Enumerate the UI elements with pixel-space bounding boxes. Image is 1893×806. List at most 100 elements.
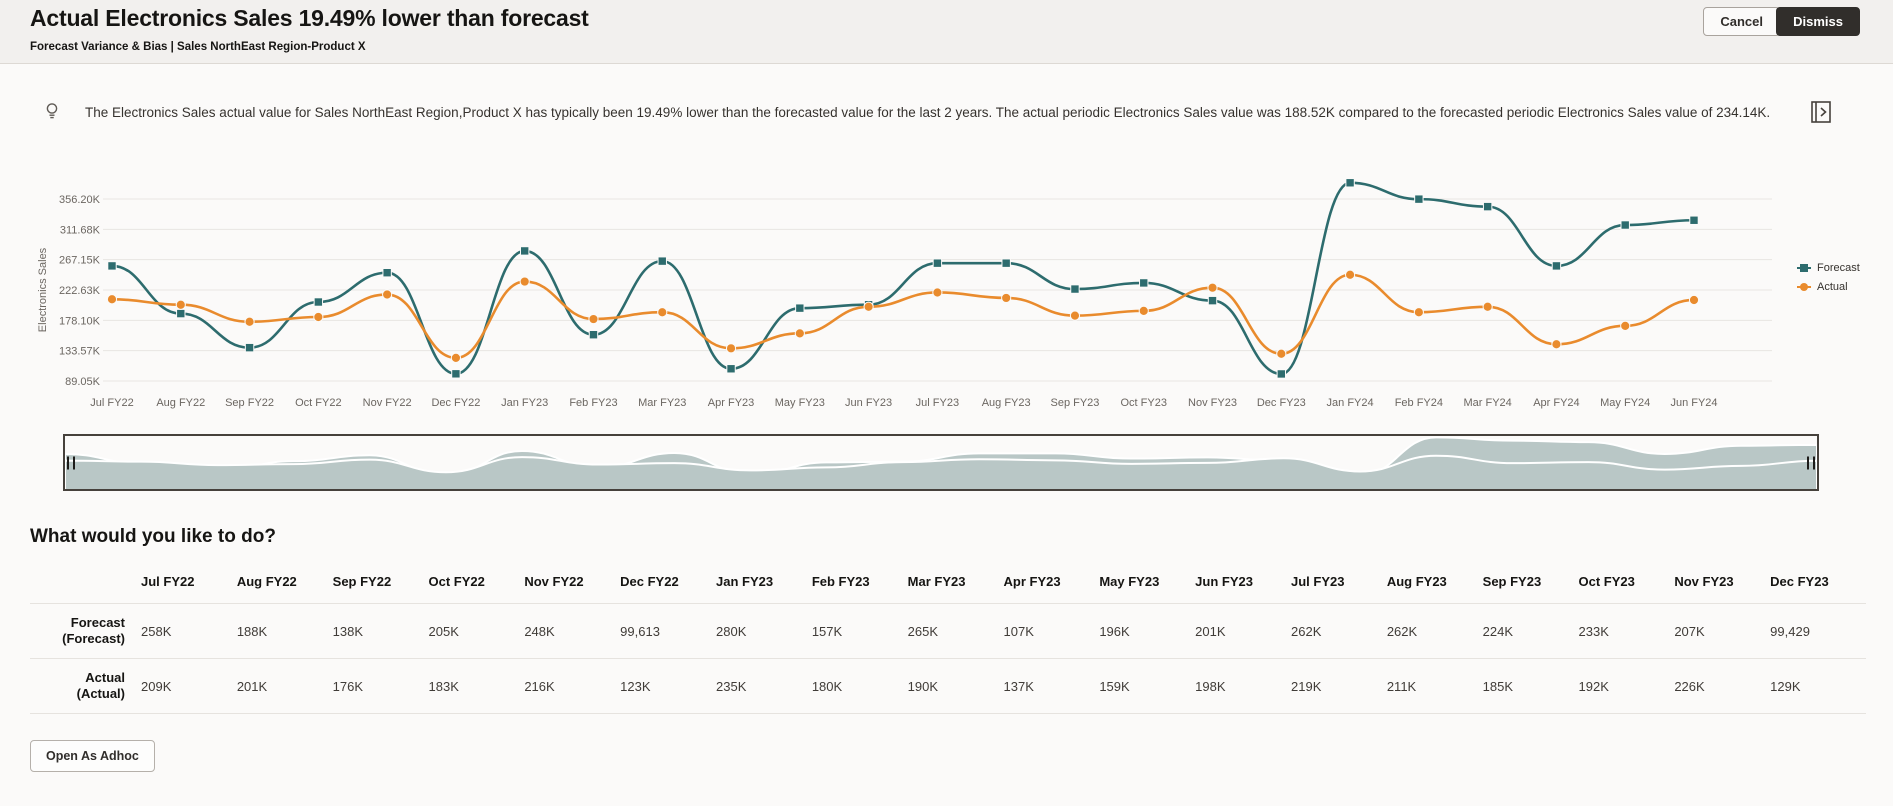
data-point-forecast[interactable] (382, 268, 392, 278)
time-range-selector[interactable] (63, 434, 1819, 494)
data-point-forecast[interactable] (657, 256, 667, 266)
data-point-actual[interactable] (175, 299, 186, 310)
x-tick-label: Dec FY23 (1257, 397, 1306, 409)
table-cell: 107K (1003, 623, 1034, 639)
data-point-forecast[interactable] (1551, 261, 1562, 271)
data-point-forecast[interactable] (588, 330, 599, 340)
column-header: Nov FY23 (1674, 574, 1734, 589)
table-header-row: Jul FY22 Aug FY22 Sep FY22 Oct FY22 Nov FY22… (30, 560, 1866, 604)
forecast-vs-actual-line-chart[interactable]: 89.05K 133.57K 178.10K 222.63K 267.15K 311.68… (0, 150, 1893, 422)
x-tick-label: Aug FY22 (156, 397, 205, 409)
data-point-forecast[interactable] (1345, 178, 1355, 188)
data-point-actual[interactable] (519, 276, 530, 287)
data-point-actual[interactable] (725, 343, 737, 354)
y-tick-label: 356.20K (59, 194, 101, 206)
column-header: Oct FY23 (1578, 574, 1635, 589)
x-tick-label: Feb FY23 (569, 397, 617, 409)
page-header: Actual Electronics Sales 19.49% lower th… (0, 0, 1893, 64)
data-point-forecast[interactable] (244, 342, 255, 353)
table-cell: 262K (1291, 623, 1322, 639)
data-point-forecast[interactable] (1001, 258, 1011, 268)
cancel-button[interactable]: Cancel (1703, 7, 1780, 36)
table-row: Forecast (Forecast) 258K 188K 138K 205K 248K 99… (30, 604, 1866, 659)
data-point-actual[interactable] (1276, 348, 1287, 359)
page-title: Actual Electronics Sales 19.49% lower th… (30, 5, 589, 31)
table-cell: 99,429 (1770, 623, 1810, 639)
data-point-actual[interactable] (657, 307, 668, 318)
column-header: Aug FY23 (1386, 574, 1447, 589)
data-point-forecast[interactable] (1207, 295, 1218, 306)
data-point-actual[interactable] (450, 352, 462, 363)
column-header: Feb FY23 (811, 574, 870, 589)
x-tick-label: May FY24 (1600, 397, 1650, 409)
data-point-actual[interactable] (106, 294, 118, 305)
data-point-forecast[interactable] (176, 308, 186, 319)
table-cell: 235K (716, 678, 747, 694)
x-tick-label: Oct FY22 (295, 397, 341, 409)
chart-legend: Forecast Actual (1797, 262, 1860, 293)
table-cell: 157K (811, 623, 843, 639)
open-as-adhoc-button[interactable]: Open As Adhoc (30, 740, 155, 772)
expand-panel-icon[interactable] (1810, 100, 1832, 124)
x-tick-label: Nov FY22 (363, 397, 412, 409)
data-point-actual[interactable] (794, 328, 805, 339)
table-cell: 201K (236, 678, 268, 694)
data-point-actual[interactable] (244, 316, 255, 327)
dismiss-button[interactable]: Dismiss (1776, 7, 1860, 36)
data-point-actual[interactable] (1620, 320, 1631, 331)
data-point-actual[interactable] (588, 313, 599, 325)
data-point-actual[interactable] (1138, 305, 1149, 316)
data-point-forecast[interactable] (1139, 278, 1149, 288)
data-point-forecast[interactable] (1689, 215, 1699, 225)
legend-item-forecast[interactable]: Forecast (1797, 262, 1860, 274)
column-header: Sep FY23 (1482, 574, 1542, 589)
table-cell: 205K (428, 623, 459, 639)
x-tick-label: Mar FY24 (1464, 397, 1512, 409)
y-tick-label: 89.05K (65, 376, 101, 388)
series-line-actual (111, 273, 1695, 360)
range-handle-right[interactable] (1807, 456, 1815, 469)
y-tick-label: 178.10K (59, 315, 101, 327)
data-point-forecast[interactable] (519, 246, 530, 256)
data-point-forecast[interactable] (1276, 369, 1287, 379)
data-point-forecast[interactable] (107, 261, 117, 271)
data-point-forecast[interactable] (1620, 220, 1630, 230)
table-cell: 224K (1482, 623, 1514, 639)
column-header: Aug FY22 (236, 574, 297, 589)
column-header: May FY23 (1099, 574, 1160, 589)
data-point-forecast[interactable] (1482, 201, 1493, 212)
overview-area-chart (64, 436, 1818, 494)
data-point-actual[interactable] (313, 311, 324, 323)
data-point-actual[interactable] (863, 301, 874, 312)
data-point-forecast[interactable] (313, 297, 324, 307)
data-point-actual[interactable] (1207, 282, 1218, 293)
data-point-actual[interactable] (1688, 294, 1700, 306)
prompt-heading: What would you like to do? (30, 526, 276, 547)
data-point-forecast[interactable] (1414, 194, 1424, 204)
x-tick-label: Jul FY22 (90, 397, 133, 409)
data-point-actual[interactable] (932, 287, 943, 298)
row-label: Forecast (Forecast) (62, 615, 125, 646)
data-point-forecast[interactable] (932, 258, 943, 268)
data-point-forecast[interactable] (795, 303, 805, 313)
legend-label: Actual (1817, 281, 1848, 293)
column-header: Mar FY23 (907, 574, 966, 589)
data-point-actual[interactable] (1482, 301, 1493, 312)
data-point-actual[interactable] (1069, 310, 1081, 321)
range-handle-left[interactable] (67, 456, 75, 469)
x-tick-label: May FY23 (775, 397, 825, 409)
data-point-actual[interactable] (1001, 292, 1012, 304)
data-point-actual[interactable] (1551, 339, 1562, 350)
x-tick-label: Mar FY23 (638, 397, 686, 409)
table-cell: 265K (907, 623, 939, 639)
column-header: Jun FY23 (1195, 574, 1253, 589)
data-point-forecast[interactable] (451, 369, 461, 379)
data-point-forecast[interactable] (1070, 284, 1080, 294)
table-cell: 196K (1099, 623, 1130, 639)
legend-item-actual[interactable]: Actual (1797, 281, 1860, 293)
data-point-actual[interactable] (382, 289, 393, 300)
data-point-forecast[interactable] (726, 364, 736, 374)
table-cell: 201K (1195, 623, 1226, 639)
data-point-actual[interactable] (1413, 307, 1424, 318)
data-point-actual[interactable] (1344, 269, 1356, 280)
